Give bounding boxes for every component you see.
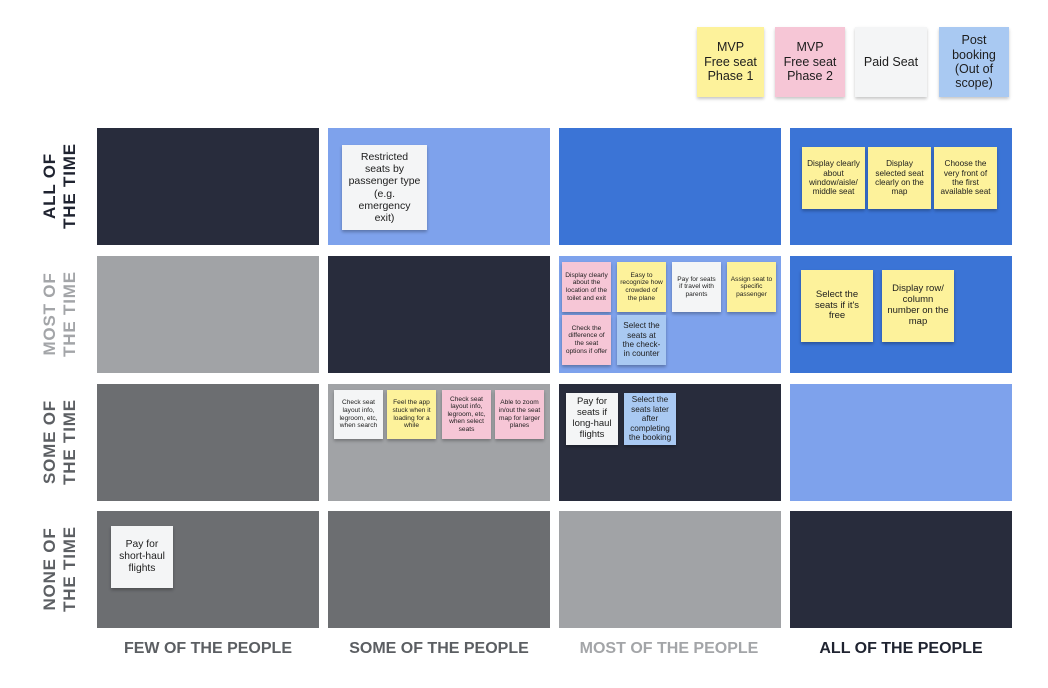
legend-mvp-phase1: MVP Free seat Phase 1 bbox=[697, 27, 764, 97]
row-label-line1: NONE OF bbox=[39, 527, 59, 611]
sticky-note-layout-select: Check seat layout info, legroom, etc, wh… bbox=[442, 390, 491, 439]
row-label-some-of-the-time: SOME OF THE TIME bbox=[34, 380, 86, 504]
sticky-note-zoom-map: Able to zoom in/out the seat map for lar… bbox=[495, 390, 544, 439]
row-label-none-of-the-time: NONE OF THE TIME bbox=[34, 507, 86, 631]
matrix-cell-r3-c1 bbox=[97, 384, 319, 501]
sticky-note-long-haul: Pay for seats if long-haul flights bbox=[566, 393, 618, 445]
matrix-cell-r2-c1 bbox=[97, 256, 319, 373]
sticky-note-layout-search: Check seat layout info, legroom, etc, wh… bbox=[334, 390, 383, 439]
matrix-cell-r4-c4 bbox=[790, 511, 1012, 628]
matrix-cell-r1-c3 bbox=[559, 128, 781, 245]
sticky-note-row-column: Display row/ column number on the map bbox=[882, 270, 954, 342]
row-label-all-of-the-time: ALL OF THE TIME bbox=[34, 124, 86, 248]
row-label-line1: ALL OF bbox=[39, 153, 59, 219]
sticky-note-toilet-exit: Display clearly about the location of th… bbox=[562, 262, 611, 312]
sticky-note-restricted-seats: Restricted seats by passenger type (e.g.… bbox=[342, 145, 427, 230]
matrix-cell-r4-c3 bbox=[559, 511, 781, 628]
row-label-line2: THE TIME bbox=[60, 399, 79, 485]
legend-paid-seat: Paid Seat bbox=[855, 27, 927, 97]
matrix-cell-r1-c1 bbox=[97, 128, 319, 245]
sticky-note-check-in-counter: Select the seats at the check- in counte… bbox=[617, 315, 666, 365]
sticky-note-window-aisle: Display clearly about window/aisle/ midd… bbox=[802, 147, 865, 209]
sticky-note-select-if-free: Select the seats if it's free bbox=[801, 270, 873, 342]
sticky-note-assign-seat: Assign seat to specific passenger bbox=[727, 262, 776, 312]
matrix-cell-r2-c2 bbox=[328, 256, 550, 373]
column-label-most-of-the-people: MOST OF THE PEOPLE bbox=[579, 640, 759, 657]
sticky-note-seat-difference: Check the difference of the seat options… bbox=[562, 315, 611, 365]
column-label-some-of-the-people: SOME OF THE PEOPLE bbox=[349, 640, 529, 657]
legend-mvp-phase2: MVP Free seat Phase 2 bbox=[775, 27, 845, 97]
row-label-most-of-the-time: MOST OF THE TIME bbox=[34, 252, 86, 376]
sticky-note-app-stuck: Feel the app stuck when it loading for a… bbox=[387, 390, 436, 439]
sticky-note-select-later: Select the seats later after completing … bbox=[624, 393, 676, 445]
row-label-line1: MOST OF bbox=[39, 272, 59, 356]
matrix-cell-r4-c2 bbox=[328, 511, 550, 628]
sticky-note-parents: Pay for seats if travel with parents bbox=[672, 262, 721, 312]
row-label-line2: THE TIME bbox=[60, 271, 79, 357]
sticky-note-front-seat: Choose the very front of the first avail… bbox=[934, 147, 997, 209]
sticky-note-selected-seat: Display selected seat clearly on the map bbox=[868, 147, 931, 209]
legend-post-booking: Post booking (Out of scope) bbox=[939, 27, 1009, 97]
row-label-line2: THE TIME bbox=[60, 143, 79, 229]
sticky-note-short-haul: Pay for short-haul flights bbox=[111, 526, 173, 588]
row-label-line2: THE TIME bbox=[60, 526, 79, 612]
column-label-few-of-the-people: FEW OF THE PEOPLE bbox=[123, 640, 292, 657]
column-label-all-of-the-people: ALL OF THE PEOPLE bbox=[819, 640, 983, 657]
matrix-cell-r3-c4 bbox=[790, 384, 1012, 501]
sticky-note-crowded: Easy to recognize how crowded of the pla… bbox=[617, 262, 666, 312]
row-label-line1: SOME OF bbox=[39, 400, 59, 484]
